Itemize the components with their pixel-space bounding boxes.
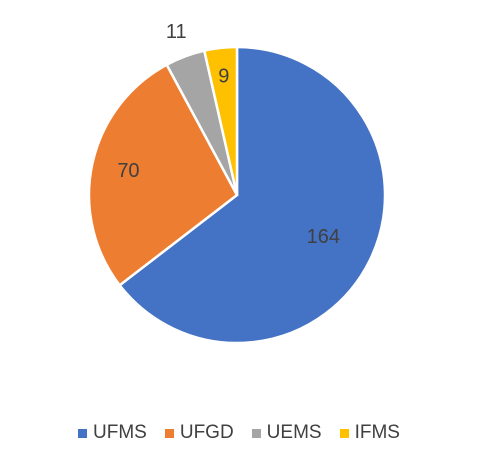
chart: 164 70 11 9: [87, 21, 387, 345]
pie-slice: [87, 63, 239, 287]
legend-swatch: [164, 428, 174, 438]
legend-item: UFGD: [164, 422, 234, 444]
data-label: 164: [307, 226, 340, 248]
legend: UFMS UFGD UEMS IFMS: [0, 422, 478, 444]
legend-item: UEMS: [251, 422, 322, 444]
data-label: 9: [218, 66, 229, 88]
legend-swatch: [78, 428, 88, 438]
legend-label: UFGD: [179, 422, 234, 443]
legend-label: IFMS: [354, 422, 400, 443]
pie-slice: [202, 45, 239, 196]
legend-swatch: [339, 428, 349, 438]
legend-item: IFMS: [339, 422, 400, 444]
legend-label: UFMS: [93, 422, 147, 443]
legend-label: UEMS: [266, 422, 322, 443]
data-label: 11: [166, 21, 187, 43]
legend-swatch: [251, 428, 261, 438]
legend-item: UFMS: [78, 422, 147, 444]
pie-slice: [117, 45, 387, 345]
data-label: 70: [117, 160, 139, 182]
